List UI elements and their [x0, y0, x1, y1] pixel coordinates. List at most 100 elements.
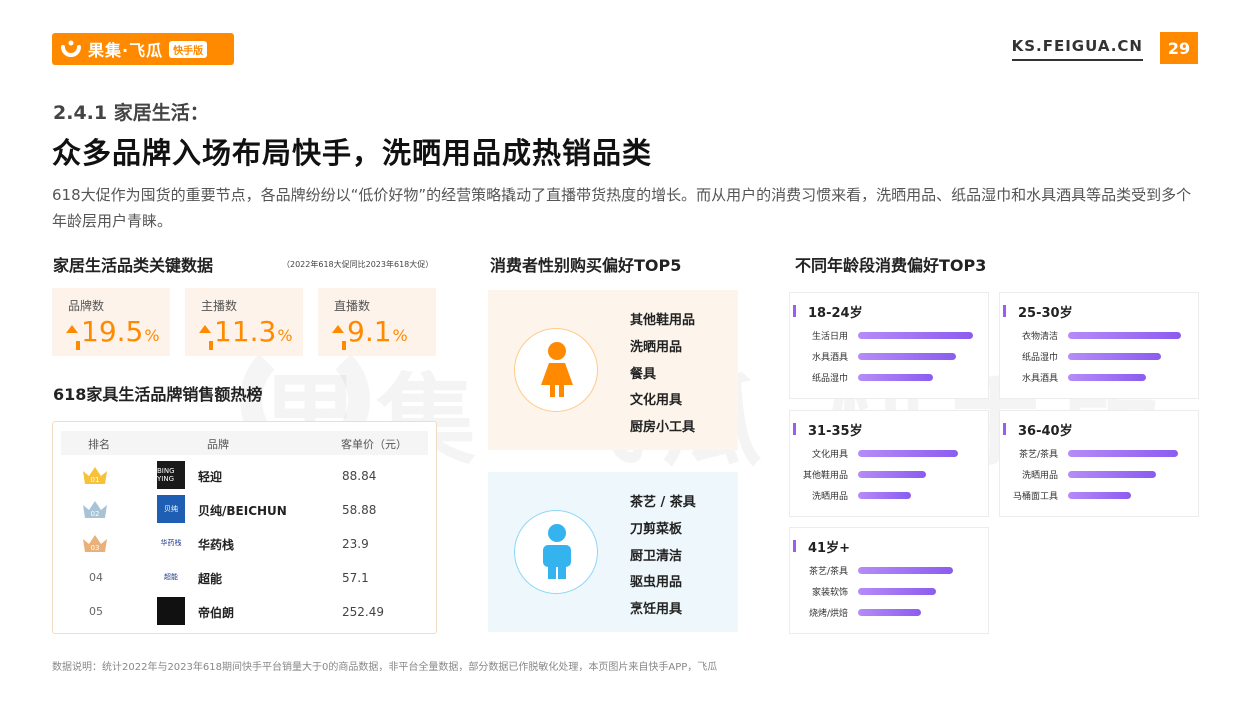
- male-preference-item: 刀剪菜板: [630, 521, 683, 537]
- age-preference-row: 烧烤/烘焙: [790, 606, 990, 620]
- brand-name: 帝伯朗: [198, 606, 235, 620]
- age-preference-row: 茶艺/茶具: [790, 564, 990, 578]
- age-preference-row: 衣物清洁: [1000, 329, 1200, 343]
- category-label: 水具酒具: [1021, 374, 1058, 384]
- accent-mark: [793, 305, 796, 317]
- category-label: 家装软饰: [811, 588, 848, 598]
- brand-name: 果集·飞瓜: [88, 41, 164, 60]
- age-preference-row: 生活日用: [790, 329, 990, 343]
- preference-bar: [858, 609, 921, 616]
- column-rank: 排名: [88, 438, 110, 451]
- kpi-value: 19.5%: [66, 315, 160, 350]
- female-icon: [541, 342, 573, 397]
- data-footnote: 数据说明：统计2022年与2023年618期间快手平台销量大于0的商品数据，非平…: [52, 662, 718, 673]
- ranking-title: 618家具生活品牌销售额热榜: [53, 385, 263, 404]
- female-preference-item: 其他鞋用品: [630, 313, 696, 328]
- preference-bar: [1068, 471, 1156, 478]
- age-group-card: 25-30岁衣物清洁纸品湿巾水具酒具: [999, 292, 1199, 399]
- category-label: 纸品湿巾: [811, 374, 848, 384]
- category-label: 文化用具: [811, 450, 848, 460]
- female-preference-item: 餐具: [630, 366, 657, 382]
- age-preference-row: 茶艺/茶具: [1000, 447, 1200, 461]
- accent-mark: [1003, 423, 1006, 435]
- female-preference-item: 文化用具: [630, 393, 683, 409]
- up-arrow-icon: [332, 325, 346, 350]
- kpi-card-anchors: 主播数 11.3%: [185, 288, 303, 356]
- female-preference-item: 洗晒用品: [630, 339, 683, 355]
- brand-logo: 果集·飞瓜 快手版: [52, 33, 234, 65]
- preference-bar: [858, 332, 973, 339]
- accent-mark: [793, 423, 796, 435]
- preference-bar: [858, 353, 956, 360]
- unit-price: 88.84: [342, 469, 377, 483]
- male-preference-card: 茶艺 / 茶具 刀剪菜板厨卫清洁驱虫用品烹饪用具: [488, 472, 738, 632]
- brand-logo-image: 超能: [157, 563, 185, 591]
- page-description: 618大促作为囤货的重要节点，各品牌纷纷以“低价好物”的经营策略撬动了直播带货热…: [52, 186, 1192, 230]
- rank-number: 05: [89, 605, 103, 618]
- unit-price: 252.49: [342, 605, 384, 619]
- age-group-card: 31-35岁 文化用具 其他鞋用品 洗晒用品: [789, 410, 989, 517]
- preference-bar: [1068, 450, 1178, 457]
- brand-name: 华药栈: [198, 538, 235, 552]
- age-group-label: 18-24岁: [808, 306, 863, 321]
- category-label: 洗晒用品: [1021, 471, 1058, 481]
- table-row: 01 BING YING 轻迎 88.84: [53, 460, 438, 494]
- key-data-title: 家居生活品类关键数据: [53, 256, 214, 275]
- preference-bar: [858, 374, 933, 381]
- age-group-label: 25-30岁: [1018, 306, 1073, 321]
- age-preference-row: 水具酒具: [1000, 371, 1200, 385]
- age-title: 不同年龄段消费偏好TOP3: [795, 256, 987, 275]
- age-group-label: 36-40岁: [1018, 424, 1073, 439]
- rank-number: 04: [89, 571, 103, 584]
- column-brand: 品牌: [207, 438, 229, 451]
- female-preference-card: 其他鞋用品洗晒用品餐具文化用具厨房小工具: [488, 290, 738, 450]
- male-avatar: [514, 510, 598, 594]
- table-header: 排名 品牌 客单价（元）: [61, 431, 428, 455]
- brand-tag: 快手版: [169, 40, 208, 58]
- female-preference-item: 厨房小工具: [630, 420, 696, 436]
- unit-price: 23.9: [342, 537, 369, 551]
- male-preference-item: 驱虫用品: [630, 575, 683, 591]
- age-preference-row: 纸品湿巾: [1000, 350, 1200, 364]
- age-preference-row: 其他鞋用品: [790, 468, 990, 482]
- brand-name: 贝纯/BEICHUN: [198, 504, 287, 518]
- age-preference-row: 水具酒具: [790, 350, 990, 364]
- male-preference-item: 烹饪用具: [630, 602, 683, 618]
- age-group-card: 41岁+ 茶艺/茶具家装软饰烧烤/烘焙: [789, 527, 989, 634]
- male-preference-item: 茶艺 / 茶具: [630, 495, 696, 510]
- age-preference-row: 洗晒用品: [1000, 468, 1200, 482]
- preference-bar: [1068, 332, 1181, 339]
- category-label: 衣物清洁: [1021, 332, 1058, 342]
- kpi-label: 主播数: [201, 299, 238, 313]
- category-label: 烧烤/烘焙: [808, 609, 848, 619]
- male-preference-item: 厨卫清洁: [630, 548, 683, 564]
- brand-logo-image: 贝纯: [157, 495, 185, 523]
- category-label: 水具酒具: [811, 353, 848, 363]
- age-preference-row: 文化用具: [790, 447, 990, 461]
- category-label: 马桶面工具: [1012, 492, 1058, 502]
- crown-icon: 03: [83, 535, 107, 552]
- preference-bar: [1068, 353, 1161, 360]
- category-label: 茶艺/茶具: [1018, 450, 1058, 460]
- kpi-label: 品牌数: [68, 299, 105, 313]
- section-title: 2.4.1 家居生活：: [53, 102, 209, 124]
- ranking-table: 排名 品牌 客单价（元） 01 BING YING 轻迎 88.84 02 贝纯 贝纯/BE…: [52, 421, 437, 634]
- male-top5-list: 茶艺 / 茶具 刀剪菜板厨卫清洁驱虫用品烹饪用具: [630, 490, 696, 624]
- up-arrow-icon: [199, 325, 213, 350]
- age-group-label: 41岁+: [808, 541, 850, 556]
- crown-icon: 02: [83, 501, 107, 518]
- preference-bar: [1068, 492, 1131, 499]
- svg-text:01: 01: [91, 476, 100, 484]
- category-label: 茶艺/茶具: [808, 567, 848, 577]
- page-number: 29: [1160, 32, 1198, 64]
- site-url[interactable]: KS.FEIGUA.CN: [1011, 37, 1143, 61]
- female-avatar: [514, 328, 598, 412]
- table-row: 02 贝纯 贝纯/BEICHUN 58.88: [53, 494, 438, 528]
- table-row: 04 超能 超能 57.1: [53, 562, 438, 596]
- preference-bar: [858, 588, 936, 595]
- brand-name: 轻迎: [198, 470, 223, 484]
- age-preference-row: 马桶面工具: [1000, 489, 1200, 503]
- accent-mark: [793, 540, 796, 552]
- preference-bar: [1068, 374, 1146, 381]
- crown-icon: 01: [83, 467, 107, 484]
